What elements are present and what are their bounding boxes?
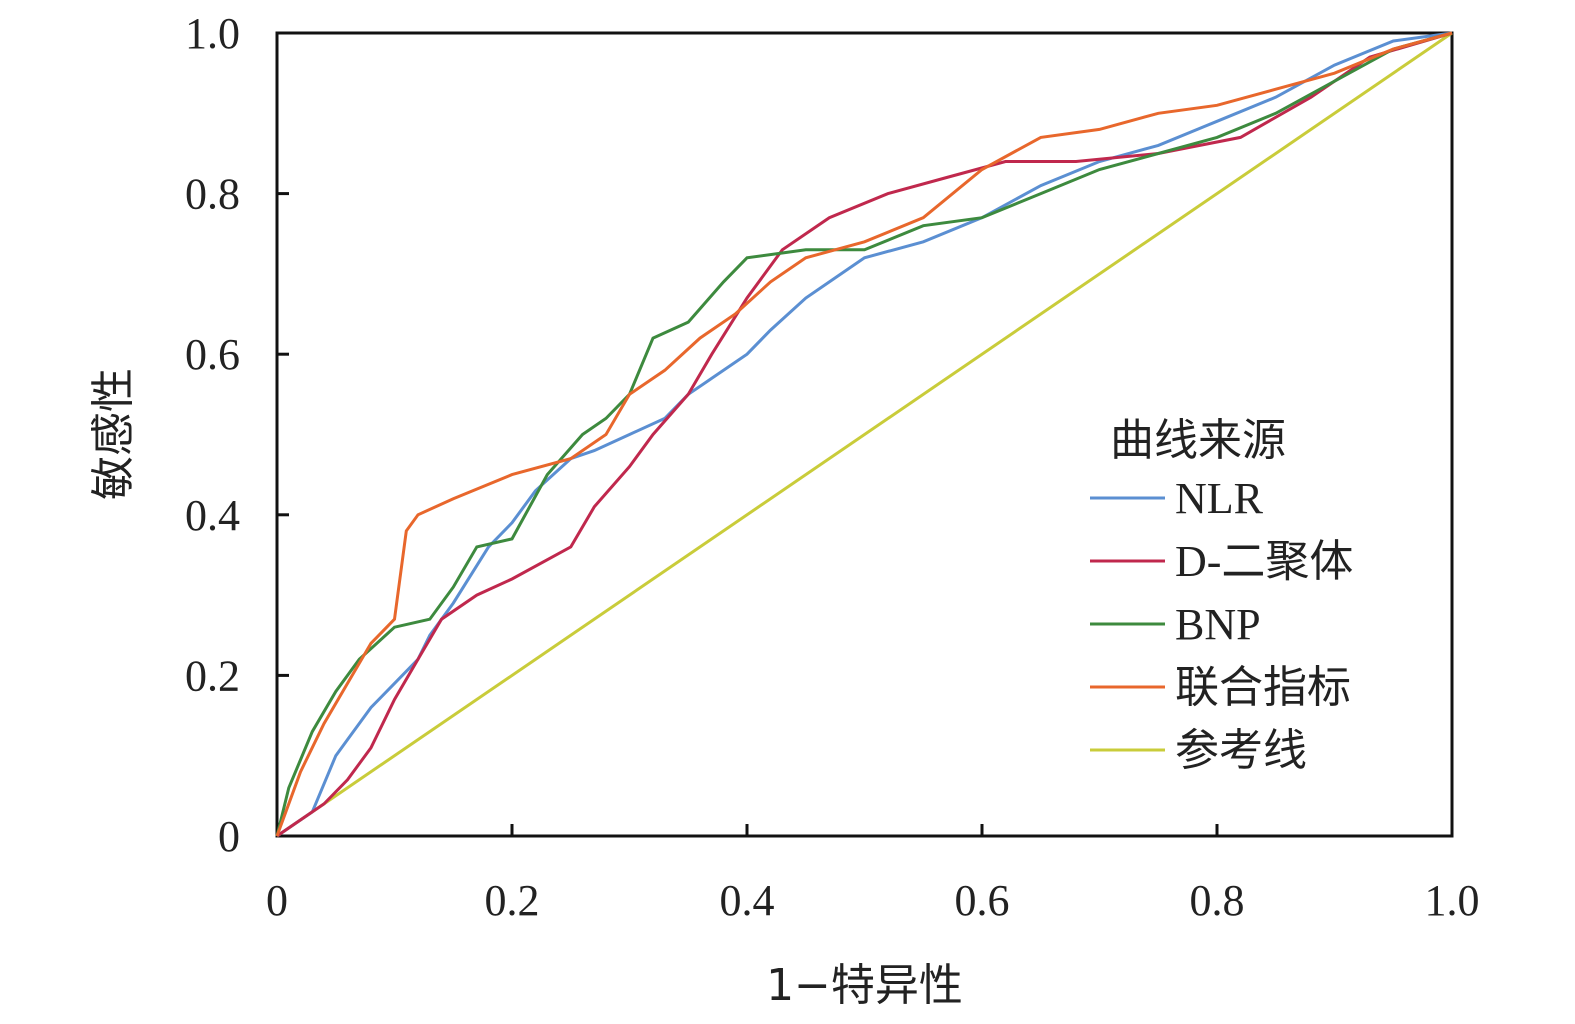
y-tick-label: 1.0 <box>185 9 240 58</box>
series-line-4 <box>276 31 1453 838</box>
legend-title: 曲线来源 <box>1110 415 1286 466</box>
y-tick-label: 0 <box>218 812 240 861</box>
x-tick-label: 0.6 <box>955 876 1010 925</box>
legend-label-3: 联合指标 <box>1175 663 1351 712</box>
x-tick-label: 1.0 <box>1425 876 1480 925</box>
x-axis-title: 1−特异性 <box>766 960 963 1011</box>
x-tick-label: 0 <box>266 876 288 925</box>
legend-label-2: BNP <box>1175 600 1261 649</box>
series-line-1 <box>276 31 1453 838</box>
x-tick-label: 0.2 <box>485 876 540 925</box>
y-axis-title: 敏感性 <box>88 368 139 500</box>
y-tick-label: 0.8 <box>185 170 240 219</box>
y-tick-label: 0.6 <box>185 330 240 379</box>
series-line-2 <box>275 31 1453 837</box>
legend-label-1: D-二聚体 <box>1175 537 1353 586</box>
series-line-3 <box>275 31 1453 837</box>
y-tick-label: 0.4 <box>185 491 240 540</box>
x-tick-label: 0.8 <box>1190 876 1245 925</box>
legend-label-4: 参考线 <box>1175 726 1307 775</box>
legend-label-0: NLR <box>1175 474 1264 523</box>
x-tick-label: 0.4 <box>720 876 775 925</box>
y-tick-label: 0.2 <box>185 651 240 700</box>
plot-frame <box>275 31 1454 838</box>
